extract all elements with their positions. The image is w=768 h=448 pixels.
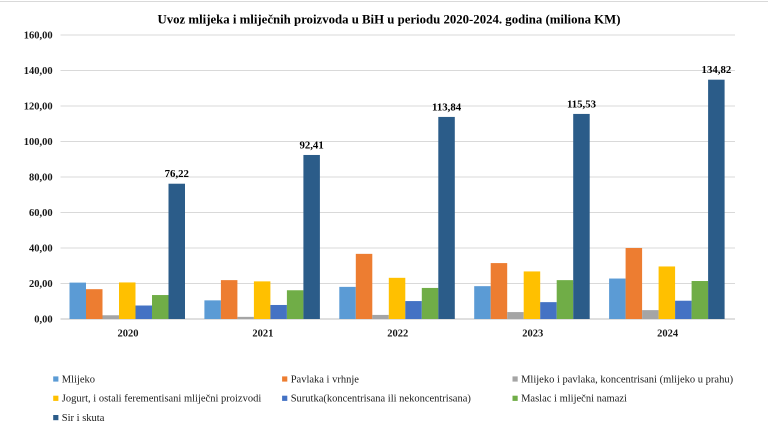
svg-text:40,00: 40,00: [29, 243, 53, 254]
svg-text:Jogurt, i ostali ferementisani: Jogurt, i ostali ferementisani mliječni …: [62, 394, 262, 405]
svg-text:Sir i skuta: Sir i skuta: [62, 413, 105, 424]
svg-text:Pavlaka i vrhnje: Pavlaka i vrhnje: [291, 374, 360, 385]
svg-text:80,00: 80,00: [29, 172, 53, 183]
svg-text:140,00: 140,00: [24, 66, 53, 77]
svg-text:2023: 2023: [522, 328, 543, 339]
svg-text:2020: 2020: [118, 328, 139, 339]
svg-text:2021: 2021: [252, 328, 273, 339]
svg-text:92,41: 92,41: [299, 139, 323, 151]
svg-text:20,00: 20,00: [29, 279, 53, 290]
svg-text:160,00: 160,00: [24, 30, 53, 41]
svg-text:76,22: 76,22: [165, 168, 189, 180]
svg-text:115,53: 115,53: [567, 98, 597, 110]
svg-text:134,82: 134,82: [702, 64, 732, 76]
svg-text:Surutka(koncentrisana ili neko: Surutka(koncentrisana ili nekoncentrisan…: [291, 394, 472, 405]
svg-text:60,00: 60,00: [29, 208, 53, 219]
svg-text:Uvoz mlijeka i mliječnih proiz: Uvoz mlijeka i mliječnih proizvoda u BiH…: [158, 12, 621, 26]
svg-text:2024: 2024: [657, 328, 679, 339]
svg-text:0,00: 0,00: [34, 314, 52, 325]
svg-text:100,00: 100,00: [24, 137, 53, 148]
svg-text:120,00: 120,00: [24, 101, 53, 112]
svg-text:Mlijeko i pavlaka, koncentrisa: Mlijeko i pavlaka, koncentrisani (mlijek…: [521, 374, 733, 385]
svg-text:113,84: 113,84: [432, 101, 462, 113]
svg-text:Maslac i mliječni namazi: Maslac i mliječni namazi: [521, 394, 627, 405]
svg-text:Mlijeko: Mlijeko: [62, 374, 95, 385]
svg-text:2022: 2022: [387, 328, 408, 339]
